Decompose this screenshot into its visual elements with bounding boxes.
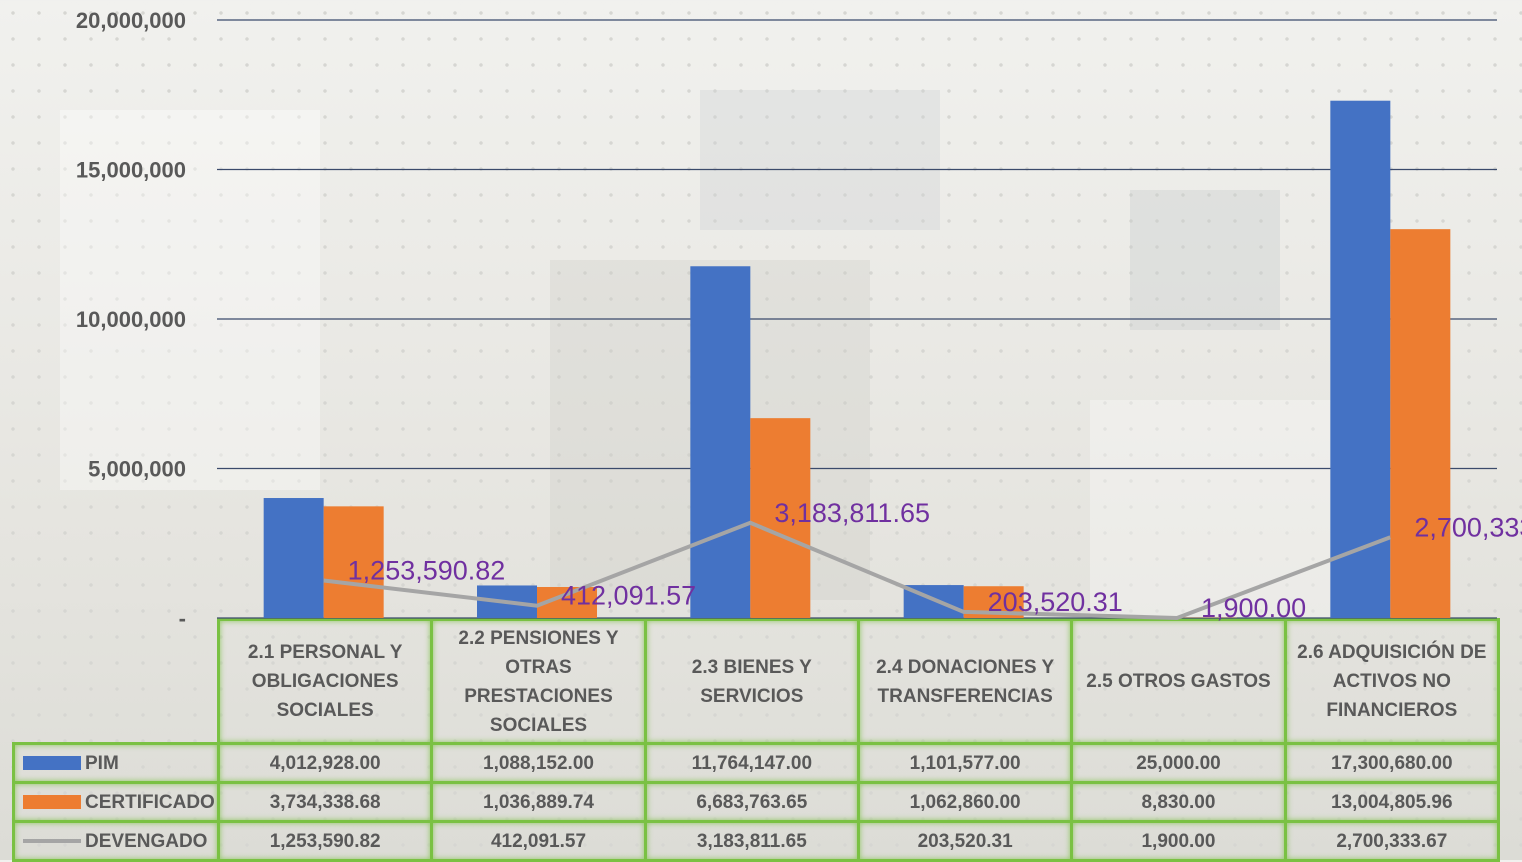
chart: - 5,000,000 10,000,000 15,000,000 20,000,000…	[0, 0, 1522, 860]
y-tick-label: 20,000,000	[76, 8, 186, 33]
bar	[690, 266, 750, 618]
y-tick-label: 15,000,000	[76, 158, 186, 183]
bar	[1390, 229, 1450, 618]
data-label: 203,520.31	[988, 587, 1123, 617]
page: 2.1 PERSONAL Y OBLIGACIONES SOCIALES2.2 …	[0, 0, 1522, 860]
data-label: 1,900.00	[1201, 593, 1306, 623]
data-label: 412,091.57	[561, 581, 696, 611]
data-label: 2,700,333.67	[1414, 512, 1522, 542]
data-label: 1,253,590.82	[348, 556, 506, 586]
y-tick-label: -	[179, 606, 186, 631]
data-label: 3,183,811.65	[774, 498, 930, 528]
y-tick-label: 5,000,000	[88, 457, 186, 482]
bar	[264, 498, 324, 618]
y-tick-label: 10,000,000	[76, 307, 186, 332]
